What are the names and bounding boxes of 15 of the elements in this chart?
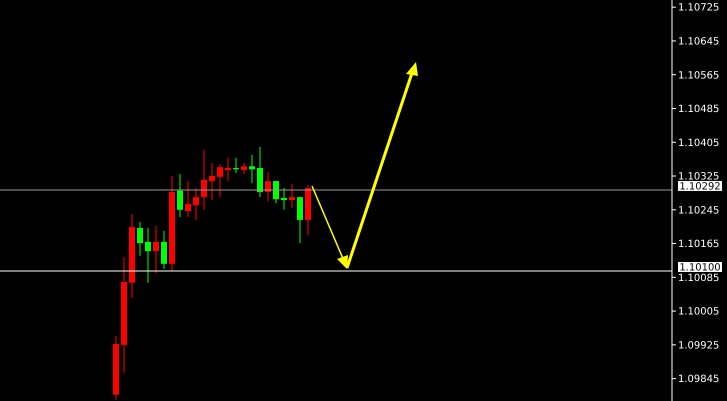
y-tick-label: 1.10485 — [678, 104, 720, 116]
y-tick-label: 1.10565 — [678, 70, 720, 82]
y-tick-label: 1.10645 — [678, 36, 720, 48]
y-tick-label: 1.10725 — [678, 2, 720, 14]
y-tick-label: 1.10085 — [678, 272, 720, 284]
y-tick-label: 1.10165 — [678, 239, 720, 250]
y-tick-label: 1.09845 — [678, 374, 720, 386]
candlestick — [225, 158, 231, 182]
ref-line-label: 1.10292 — [679, 181, 721, 192]
y-tick-label: 1.10325 — [678, 172, 720, 183]
y-tick-label: 1.09925 — [678, 340, 720, 352]
y-tick-label: 1.10005 — [678, 306, 720, 318]
y-tick-label: 1.10245 — [678, 205, 720, 216]
ref-line-label: 1.10100 — [679, 262, 721, 274]
y-tick-label: 1.10405 — [678, 138, 720, 149]
